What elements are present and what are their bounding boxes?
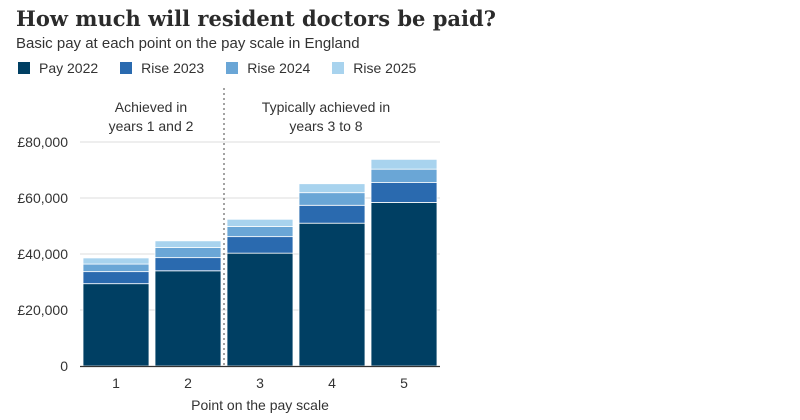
bar-3-rise-2025 bbox=[226, 218, 294, 227]
legend-swatch-pay-2022 bbox=[18, 62, 30, 74]
bar-1-pay-2022 bbox=[82, 283, 150, 367]
legend-item-pay-2022: Pay 2022 bbox=[18, 60, 98, 76]
bar-2-rise-2025 bbox=[154, 240, 222, 248]
y-tick-label-0: 0 bbox=[60, 358, 68, 374]
bar-2-pay-2022 bbox=[154, 270, 222, 367]
annotation-years-3-8: Typically achieved in years 3 to 8 bbox=[236, 98, 416, 136]
bar-5-pay-2022 bbox=[370, 202, 438, 367]
legend-label-pay-2022: Pay 2022 bbox=[39, 60, 99, 76]
x-tick-label-1: 1 bbox=[112, 375, 120, 391]
x-tick-label-5: 5 bbox=[400, 375, 408, 391]
legend-label-rise-2024: Rise 2024 bbox=[247, 60, 311, 76]
bar-1-rise-2023 bbox=[82, 271, 150, 285]
bar-5-rise-2024 bbox=[370, 168, 438, 184]
annotation-years-1-2-line1: Achieved in bbox=[114, 99, 188, 115]
legend-label-rise-2023: Rise 2023 bbox=[141, 60, 205, 76]
legend-swatch-rise-2023 bbox=[120, 62, 133, 74]
y-tick-label-1: £20,000 bbox=[17, 302, 68, 318]
x-axis-title: Point on the pay scale bbox=[191, 397, 329, 413]
x-tick-label-2: 2 bbox=[184, 375, 192, 391]
legend-item-rise-2025: Rise 2025 bbox=[332, 60, 416, 76]
y-tick-label-2: £40,000 bbox=[17, 246, 68, 262]
legend-swatch-rise-2025 bbox=[332, 62, 345, 74]
bar-3-rise-2023 bbox=[226, 236, 294, 254]
legend-item-rise-2023: Rise 2023 bbox=[120, 60, 204, 76]
bar-1-rise-2024 bbox=[82, 263, 150, 273]
annotation-years-3-8-line1: Typically achieved in bbox=[261, 99, 391, 115]
chart-legend: Pay 2022 Rise 2023 Rise 2024 Rise 2025 bbox=[18, 60, 438, 76]
chart-title: How much will resident doctors be paid? bbox=[16, 6, 496, 31]
bar-4-rise-2023 bbox=[298, 204, 366, 224]
annotation-years-3-8-line2: years 3 to 8 bbox=[289, 118, 363, 134]
legend-swatch-rise-2024 bbox=[226, 62, 239, 74]
x-tick-label-4: 4 bbox=[328, 375, 336, 391]
bar-2-rise-2023 bbox=[154, 257, 222, 272]
bar-1-rise-2025 bbox=[82, 257, 150, 265]
bar-4-rise-2024 bbox=[298, 192, 366, 206]
bar-4-pay-2022 bbox=[298, 222, 366, 367]
annotation-years-1-2: Achieved in years 1 and 2 bbox=[86, 98, 216, 136]
bar-3-pay-2022 bbox=[226, 252, 294, 367]
x-tick-label-3: 3 bbox=[256, 375, 264, 391]
y-tick-label-4: £80,000 bbox=[17, 134, 68, 150]
annotation-years-1-2-line2: years 1 and 2 bbox=[108, 118, 194, 134]
bar-5-rise-2023 bbox=[370, 182, 438, 203]
y-tick-label-3: £60,000 bbox=[17, 190, 68, 206]
bar-4-rise-2025 bbox=[298, 183, 366, 194]
legend-label-rise-2025: Rise 2025 bbox=[353, 60, 417, 76]
bar-3-rise-2024 bbox=[226, 226, 294, 238]
chart-subtitle: Basic pay at each point on the pay scale… bbox=[16, 35, 360, 52]
bar-5-rise-2025 bbox=[370, 158, 438, 170]
legend-item-rise-2024: Rise 2024 bbox=[226, 60, 310, 76]
bar-2-rise-2024 bbox=[154, 247, 222, 259]
